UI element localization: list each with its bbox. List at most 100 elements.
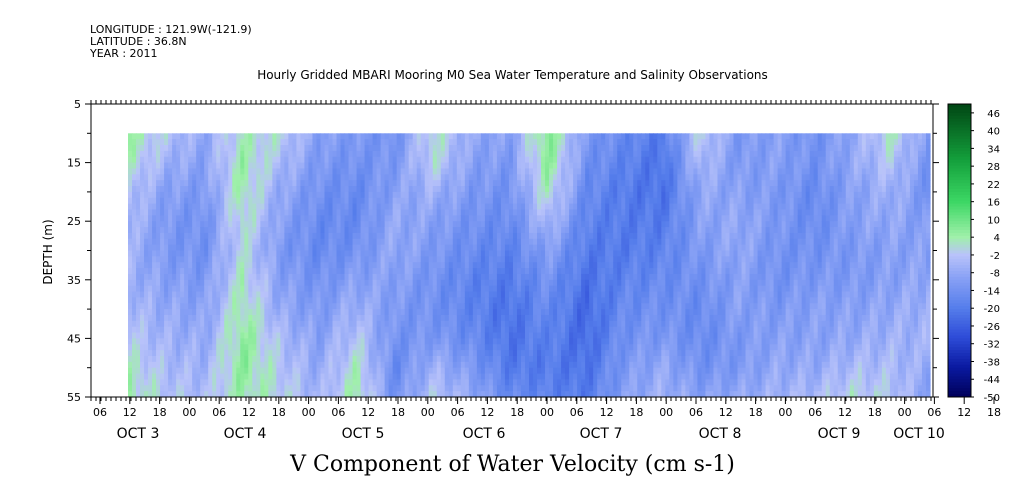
heatmap-cell (288, 215, 294, 222)
heatmap-cell (324, 162, 330, 170)
heatmap-cell (288, 150, 294, 158)
heatmap-cell (228, 361, 233, 369)
heatmap-cell (392, 180, 398, 187)
heatmap-cell (456, 191, 462, 199)
heatmap-cell (224, 273, 229, 281)
heatmap-cell (364, 232, 370, 240)
heatmap-cell (188, 150, 193, 158)
heatmap-cell (553, 215, 558, 222)
heatmap-cell (164, 162, 169, 170)
heatmap-cell (344, 391, 350, 398)
heatmap-cell (476, 162, 482, 170)
heatmap-cell (192, 150, 197, 158)
heatmap-cell (168, 156, 173, 164)
heatmap-cell (460, 180, 466, 187)
heatmap-cell (464, 191, 470, 199)
heatmap-cell (240, 174, 245, 181)
heatmap-cell (216, 150, 221, 158)
heatmap-cell (541, 268, 546, 275)
heatmap-cell (212, 338, 217, 345)
heatmap-cell (216, 332, 221, 339)
heatmap-cell (488, 361, 494, 369)
heatmap-cell (224, 285, 229, 293)
heatmap-cell (148, 338, 153, 345)
heatmap-cell (280, 314, 285, 322)
heatmap-cell (356, 385, 362, 392)
heatmap-cell (168, 379, 173, 386)
heatmap-cell (352, 209, 358, 216)
heatmap-cell (184, 215, 189, 222)
heatmap-cell (392, 209, 398, 216)
heatmap-cell (320, 355, 326, 363)
heatmap-cell (156, 215, 161, 222)
heatmap-cell (268, 373, 273, 381)
heatmap-cell (196, 191, 201, 199)
heatmap-cell (416, 273, 422, 281)
heatmap-cell (276, 320, 281, 328)
heatmap-cell (292, 186, 298, 193)
heatmap-cell (312, 186, 318, 193)
heatmap-cell (392, 303, 398, 310)
heatmap-cell (460, 209, 466, 216)
heatmap-cell (240, 133, 245, 140)
heatmap-cell (533, 297, 538, 304)
heatmap-cell (332, 355, 338, 363)
heatmap-cell (256, 262, 261, 269)
heatmap-cell (212, 314, 217, 322)
heatmap-cell (200, 338, 205, 345)
heatmap-cell (545, 238, 550, 246)
heatmap-cell (388, 303, 394, 310)
heatmap-cell (156, 139, 161, 146)
heatmap-cell (208, 150, 213, 158)
heatmap-cell (412, 162, 418, 170)
heatmap-cell (464, 180, 470, 187)
heatmap-cell (204, 232, 209, 240)
heatmap-cell (492, 133, 498, 140)
heatmap-cell (168, 350, 173, 357)
heatmap-cell (412, 168, 418, 175)
heatmap-cell (172, 191, 177, 199)
heatmap-cell (288, 355, 294, 363)
heatmap-cell (296, 203, 302, 211)
heatmap-cell (368, 273, 374, 281)
heatmap-cell (400, 262, 406, 269)
heatmap-cell (312, 379, 318, 386)
heatmap-cell (565, 203, 570, 211)
heatmap-cell (557, 338, 562, 345)
heatmap-cell (240, 338, 245, 345)
heatmap-cell (565, 338, 570, 345)
heatmap-cell (296, 209, 302, 216)
heatmap-cell (520, 203, 526, 211)
heatmap-cell (488, 379, 494, 386)
heatmap-cell (428, 227, 434, 234)
heatmap-cell (541, 162, 546, 170)
heatmap-cell (352, 268, 358, 275)
heatmap-cell (400, 344, 406, 351)
heatmap-cell (188, 197, 193, 205)
heatmap-cell (268, 355, 273, 363)
heatmap-cell (372, 385, 378, 392)
heatmap-cell (388, 320, 394, 328)
heatmap-cell (484, 133, 490, 140)
heatmap-cell (360, 350, 366, 357)
heatmap-cell (484, 332, 490, 339)
heatmap-cell (224, 133, 229, 140)
heatmap-cell (464, 273, 470, 281)
heatmap-cell (460, 385, 466, 392)
heatmap-cell (208, 285, 213, 293)
heatmap-cell (412, 250, 418, 257)
heatmap-cell (416, 344, 422, 351)
heatmap-cell (348, 250, 354, 257)
heatmap-cell (504, 139, 510, 146)
heatmap-cell (569, 203, 574, 211)
heatmap-cell (144, 250, 149, 257)
heatmap-cell (380, 355, 386, 363)
heatmap-cell (452, 262, 458, 269)
heatmap-cell (420, 186, 426, 193)
heatmap-cell (184, 273, 189, 281)
heatmap-cell (160, 367, 165, 375)
heatmap-cell (565, 268, 570, 275)
heatmap-cell (180, 373, 185, 381)
heatmap-cell (240, 385, 245, 392)
heatmap-cell (380, 215, 386, 222)
